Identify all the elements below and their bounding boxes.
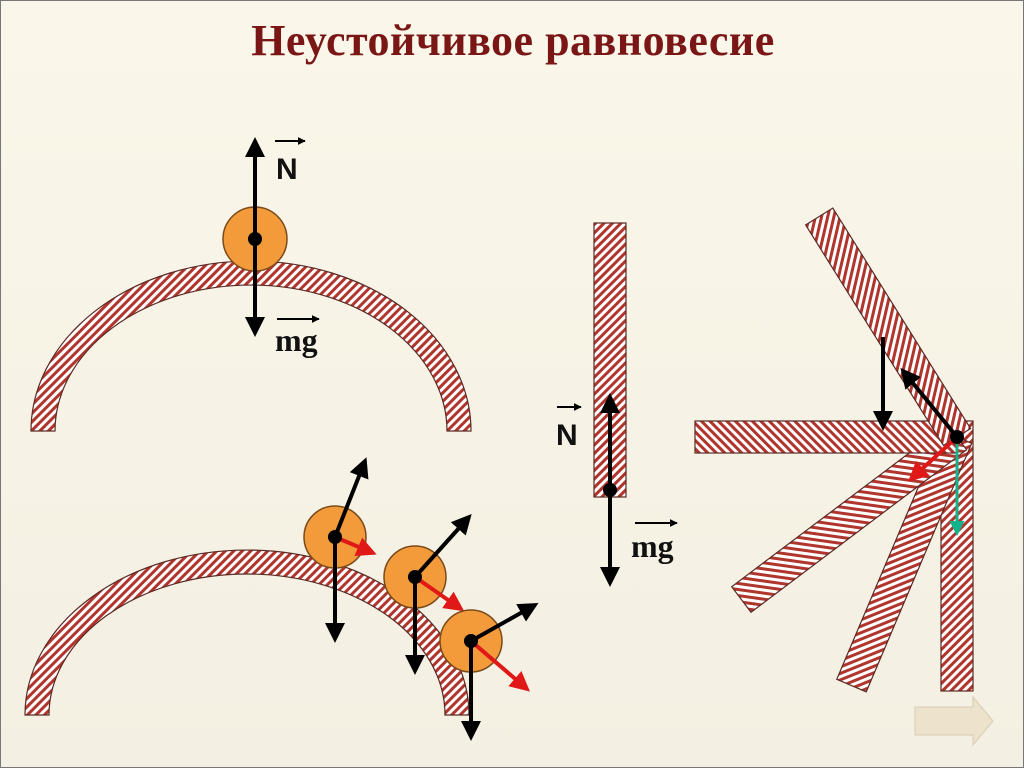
normal-force-arrow — [470, 603, 539, 643]
normal-force-arrow — [413, 514, 472, 579]
dome-surface — [24, 549, 470, 716]
rod-horizontal — [694, 420, 958, 454]
slide-title: Неустойчивое равновесие — [251, 16, 775, 65]
normal-force-label: N — [556, 419, 578, 452]
rolling-ball-1 — [303, 457, 377, 643]
net-force-arrow — [908, 435, 959, 482]
net-force-arrow — [469, 639, 531, 692]
dome-surface — [30, 260, 472, 432]
normal-force-arrow — [333, 457, 369, 538]
rod-tilted — [804, 207, 972, 447]
contact-point — [603, 483, 617, 497]
falling-rod-sequence — [694, 207, 974, 693]
right-arrow-icon — [914, 695, 994, 747]
pivot-point — [950, 430, 964, 444]
rolling-ball-3 — [439, 603, 539, 741]
gravity-label: mg — [275, 322, 318, 358]
dome-with-rolling-balls — [24, 457, 539, 741]
rolling-ball-2 — [383, 514, 472, 675]
vertical-rod-equilibrium: N mg — [556, 222, 678, 587]
next-slide-button[interactable] — [914, 695, 994, 747]
gravity-label: mg — [631, 528, 674, 564]
center-of-mass-point — [328, 530, 342, 544]
net-force-arrow — [413, 575, 465, 612]
dome-with-ball-top: N mg — [30, 137, 472, 432]
center-of-mass-point — [408, 570, 422, 584]
center-of-mass-point — [464, 634, 478, 648]
normal-force-arrow — [900, 367, 959, 439]
center-of-mass-point — [248, 232, 262, 246]
normal-force-label: N — [276, 153, 298, 186]
